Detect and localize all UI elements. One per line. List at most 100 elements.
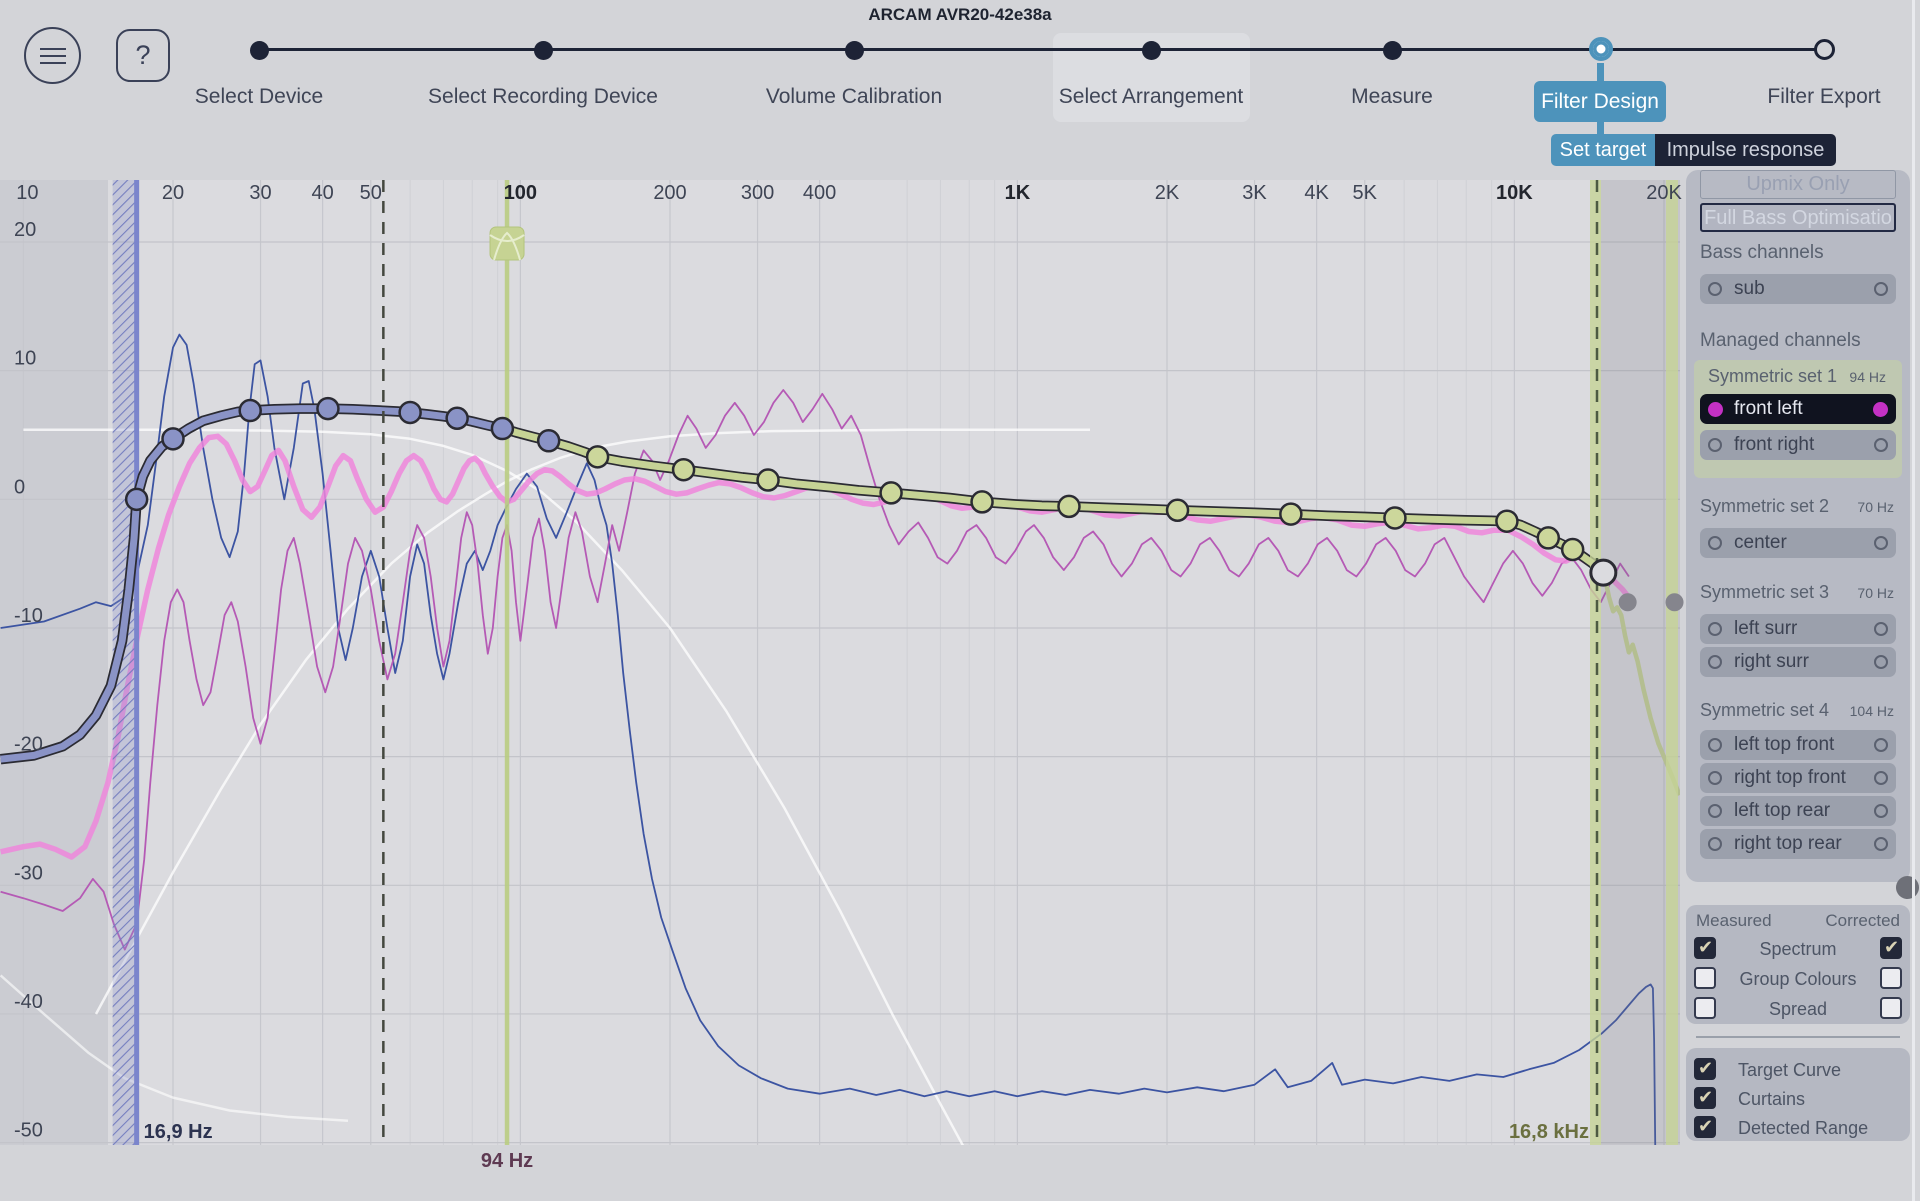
target-control-point[interactable]	[756, 468, 780, 492]
checkbox-corrected-spectrum[interactable]	[1880, 937, 1902, 959]
checkbox-measured-group-colours[interactable]	[1694, 967, 1716, 989]
frequency-response-chart[interactable]: 10 20 30 40 50 100 200 300 400 1K 2K 3K 4K 5K 10K 20K20…	[0, 0, 1686, 1201]
measured-column-header: Measured	[1696, 911, 1772, 930]
channel-right-top-front[interactable]: right top front	[1700, 763, 1896, 793]
x-tick-label: 5K	[1353, 182, 1378, 204]
target-control-point[interactable]	[238, 398, 262, 423]
spectrum-options-panel: Measured Corrected Spectrum Group Colour…	[1686, 905, 1910, 1024]
target-control-point[interactable]	[1495, 509, 1519, 533]
channels-panel: Upmix Only Full Bass Optimisatio Bass ch…	[1686, 170, 1910, 882]
x-tick-label: 20K	[1646, 182, 1682, 204]
set-heading: Symmetric set 2 70 Hz	[1700, 496, 1894, 516]
disabled-control-point	[1618, 593, 1637, 612]
target-control-point[interactable]	[1279, 502, 1303, 526]
x-tick-label: 10K	[1496, 182, 1533, 204]
upmix-only-button[interactable]: Upmix Only	[1700, 170, 1896, 199]
radio-icon	[1708, 622, 1722, 636]
radio-icon	[1874, 837, 1888, 851]
overlay-toggles-panel: Target Curve Curtains Detected Range	[1686, 1048, 1910, 1141]
filter-lowpass-white	[23, 428, 965, 1145]
x-tick-label: 1K	[1005, 182, 1031, 204]
radio-icon	[1874, 438, 1888, 452]
checkbox-corrected-spread[interactable]	[1880, 997, 1902, 1019]
step-dot	[1813, 39, 1835, 60]
target-control-point[interactable]	[316, 396, 340, 421]
plot-background	[0, 180, 1680, 1145]
target-control-point[interactable]	[1057, 494, 1081, 519]
step-dot	[249, 41, 269, 60]
radio-icon	[1874, 738, 1888, 752]
help-button[interactable]: ?	[116, 29, 170, 82]
checkbox-measured-spread[interactable]	[1694, 997, 1716, 1019]
set-crossover-freq: 94 Hz	[1849, 369, 1886, 385]
radio-icon	[1874, 771, 1888, 785]
target-control-point[interactable]	[585, 445, 610, 469]
checkbox-curtains[interactable]	[1694, 1087, 1716, 1109]
radio-icon	[1708, 282, 1722, 296]
channel-right-surr[interactable]: right surr	[1700, 647, 1896, 677]
symmetric-set-1-group: Symmetric set 1 94 Hz front left front r…	[1694, 360, 1902, 478]
detected-range-hatch	[112, 180, 135, 1145]
target-control-point[interactable]	[161, 427, 185, 451]
x-tick-label: 400	[803, 182, 836, 204]
target-control-point[interactable]	[1536, 526, 1561, 550]
scrollbar-thumb[interactable]	[1896, 876, 1919, 899]
radio-selected-icon	[1708, 402, 1723, 417]
channel-front-right[interactable]: front right	[1700, 430, 1896, 460]
target-control-point[interactable]	[398, 400, 422, 425]
target-end-point-selected[interactable]	[1589, 558, 1618, 587]
y-tick-label: -20	[14, 734, 43, 756]
x-tick-label: 200	[653, 182, 686, 204]
channel-sub[interactable]: sub	[1700, 274, 1896, 304]
full-bass-optimisation-button[interactable]: Full Bass Optimisatio	[1700, 203, 1896, 232]
x-tick-label: 30	[249, 182, 271, 204]
tab-impulse-response[interactable]: Impulse response	[1655, 134, 1836, 166]
right-curtain-band	[1590, 180, 1601, 1145]
tab-set-target[interactable]: Set target	[1551, 134, 1655, 166]
x-tick-label: 50	[360, 182, 382, 204]
target-control-point[interactable]	[124, 487, 149, 512]
radio-icon	[1708, 738, 1722, 752]
target-control-point[interactable]	[1560, 537, 1585, 562]
radio-icon	[1874, 655, 1888, 669]
channel-left-top-rear[interactable]: left top rear	[1700, 796, 1896, 826]
target-control-point[interactable]	[536, 429, 561, 453]
checkbox-target-curve[interactable]	[1694, 1058, 1716, 1080]
target-control-point[interactable]	[445, 406, 469, 431]
step-dot	[533, 41, 553, 60]
crossover-handle[interactable]	[489, 226, 525, 261]
x-tick-label: 2K	[1155, 182, 1180, 204]
divider	[1696, 1036, 1900, 1038]
checkbox-corrected-group-colours[interactable]	[1880, 967, 1902, 989]
target-control-point[interactable]	[671, 457, 696, 482]
channel-left-surr[interactable]: left surr	[1700, 614, 1896, 644]
x-tick-label: 10	[16, 182, 38, 204]
checkbox-measured-spectrum[interactable]	[1694, 937, 1716, 959]
target-curve[interactable]	[0, 405, 508, 763]
radio-icon	[1874, 622, 1888, 636]
x-tick-label: 20	[162, 182, 184, 204]
channel-front-left[interactable]: front left	[1700, 394, 1896, 424]
target-control-point[interactable]	[1165, 498, 1190, 523]
menu-button[interactable]	[24, 27, 81, 84]
front-left-raw	[0, 389, 1630, 951]
target-control-point[interactable]	[490, 416, 515, 441]
target-control-point[interactable]	[879, 481, 903, 505]
step-dot	[1141, 41, 1161, 60]
corrected-curve[interactable]	[505, 426, 1606, 576]
corrected-tail-green	[1601, 572, 1680, 797]
radio-icon	[1708, 438, 1722, 452]
detected-range-label: 16,9 Hz	[144, 1121, 213, 1143]
radio-icon	[1874, 804, 1888, 818]
target-control-point[interactable]	[1383, 506, 1407, 530]
channel-right-top-rear[interactable]: right top rear	[1700, 829, 1896, 859]
target-control-point[interactable]	[970, 490, 994, 514]
tab-filter-design[interactable]: Filter Design	[1534, 81, 1666, 122]
channel-center[interactable]: center	[1700, 528, 1896, 558]
y-tick-label: 10	[14, 348, 36, 370]
radio-icon	[1874, 282, 1888, 296]
y-tick-label: -30	[14, 862, 43, 884]
channel-left-top-front[interactable]: left top front	[1700, 730, 1896, 760]
crossover-frequency-label: 94 Hz	[480, 1150, 534, 1172]
checkbox-detected-range[interactable]	[1694, 1116, 1716, 1138]
